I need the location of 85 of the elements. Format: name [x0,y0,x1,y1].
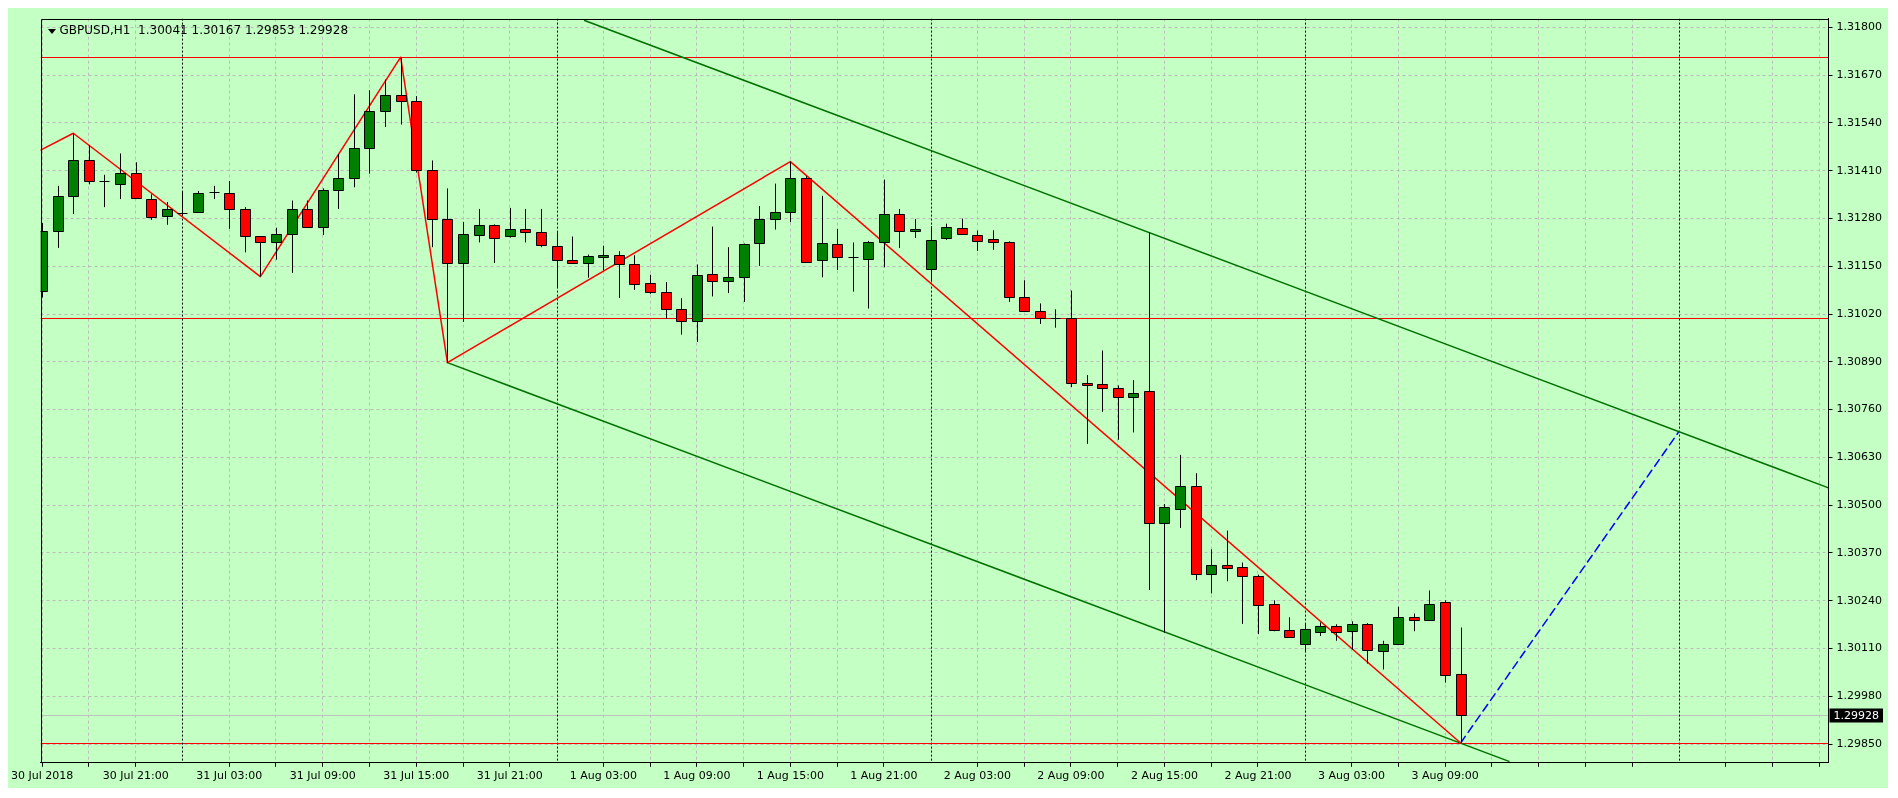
candlestick [146,193,157,221]
y-tick-label: 1.31800 [1836,20,1883,34]
candlestick [1378,640,1389,670]
candlestick [1050,308,1061,329]
candlestick [1113,384,1124,441]
x-tick-label: 1 Aug 09:00 [663,769,731,783]
y-tick-label: 1.30240 [1836,593,1883,607]
y-tick-label: 1.31410 [1836,163,1883,177]
x-tick-label: 1 Aug 21:00 [850,769,918,783]
candlestick [1159,503,1170,634]
candlestick [754,205,765,267]
candlestick [271,227,282,261]
chart-title: GBPUSD,H1 1.30041 1.30167 1.29853 1.29928 [59,22,349,37]
y-tick-label: 1.30370 [1836,545,1883,559]
candlestick [489,223,500,264]
x-tick-label: 31 Jul 15:00 [383,769,450,783]
candlestick [583,254,594,279]
y-tick-label: 1.30760 [1836,402,1883,416]
candlestick [629,254,640,291]
candlestick [723,246,734,294]
y-tick-label: 1.29980 [1836,689,1883,703]
candlestick [302,200,313,229]
x-tick-label: 2 Aug 21:00 [1224,769,1292,783]
candlestick [99,174,110,208]
candlestick [84,144,95,185]
y-tick-label: 1.30500 [1836,498,1883,512]
candlestick [162,201,173,226]
candlestick [520,208,531,243]
candlestick [1175,454,1186,529]
y-tick-label: 1.31150 [1836,259,1883,273]
candlestick [193,190,204,213]
candlestick [645,274,656,295]
candlestick [1424,589,1435,622]
candlestick [972,230,983,252]
candlestick [1284,616,1295,639]
candlestick [1082,374,1093,445]
y-tick-label: 1.30890 [1836,354,1883,368]
candlestick [1347,620,1358,651]
y-tick-label: 1.30630 [1836,450,1883,464]
candlestick [770,183,781,231]
candlestick [848,241,859,293]
x-tick-label: 2 Aug 15:00 [1130,769,1199,783]
x-tick-label: 31 Jul 03:00 [196,769,263,783]
x-tick-label: 30 Jul 2018 [11,769,74,783]
x-tick-label: 31 Jul 21:00 [476,769,543,783]
candlestick [832,228,843,271]
y-tick-label: 1.31280 [1836,211,1883,225]
candlestick [474,208,485,243]
y-tick-label: 1.29850 [1836,736,1883,750]
candlestick [1206,548,1217,594]
candlestick [255,235,266,278]
candlestick [1222,530,1233,582]
candlestick [1128,379,1139,433]
candlestick [224,180,235,230]
candlestick [505,207,516,239]
candlestick [209,185,220,200]
candlestick [598,245,609,271]
candlestick [707,226,718,297]
x-tick-label: 1 Aug 15:00 [756,769,824,783]
y-tick-label: 1.31540 [1836,115,1883,129]
candlestick [894,208,905,249]
x-tick-label: 3 Aug 09:00 [1411,769,1479,783]
candlestick [817,195,828,278]
candlestick [536,208,547,248]
candlestick [988,229,999,251]
ref-line-label: 1.29928 [1833,708,1880,722]
candlestick [1019,279,1030,312]
x-tick-label: 3 Aug 03:00 [1317,769,1386,783]
y-tick-label: 1.31020 [1836,306,1883,320]
candlestick [614,250,625,299]
candlestick [1097,349,1108,413]
candlestick [333,153,344,210]
candlestick [863,240,874,310]
candlestick [115,152,126,200]
y-tick-label: 1.31670 [1836,68,1883,82]
x-tick-label: 2 Aug 09:00 [1037,769,1105,783]
candlestick [567,236,578,264]
x-tick-label: 30 Jul 21:00 [102,769,169,783]
x-tick-label: 1 Aug 03:00 [569,769,637,783]
y-tick-label: 1.30110 [1836,641,1883,655]
candlestick [1237,562,1248,625]
x-tick-label: 31 Jul 09:00 [289,769,356,783]
x-tick-label: 2 Aug 03:00 [943,769,1011,783]
candlestick [380,79,391,128]
candlestick [910,218,921,239]
